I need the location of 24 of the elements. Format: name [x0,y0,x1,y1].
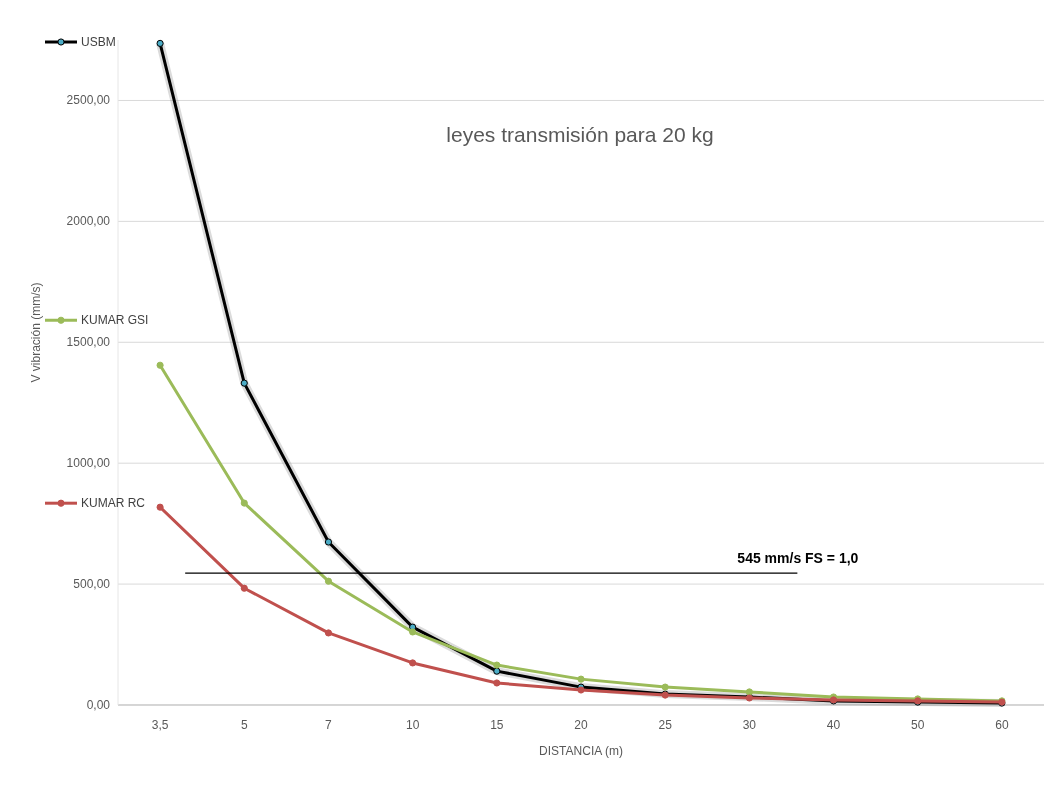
y-tick-label: 1500,00 [66,335,111,350]
x-tick-label: 50 [911,718,925,732]
x-axis-title: DISTANCIA (m) [539,744,623,758]
x-tick-label: 30 [742,718,757,732]
x-tick-label: 15 [490,718,504,732]
legend-label: KUMAR GSI [81,313,149,328]
text: leyes transmisión para 20 kg [446,123,714,146]
x-tick-label: 7 [325,718,333,732]
y-tick-label: 2500,00 [66,93,111,108]
legend-label: KUMAR RC [81,496,146,511]
x-tick-label: 40 [826,718,841,732]
x-tick-label: 20 [574,718,588,732]
y-tick-label: 0,00 [86,698,111,712]
y-tick-label: 500,00 [73,577,111,592]
x-tick-label: 3,5 [151,718,169,732]
legend-label: USBM [81,35,116,49]
x-tick-label: 25 [658,718,673,732]
x-tick-label: 60 [995,718,1009,732]
ref-line-label: 545 mm/s FS = 1,0 [737,550,859,567]
x-tick-label: 10 [405,718,420,732]
y-axis-title: V vibración (mm/s) [29,282,43,383]
x-tick-label: 5 [240,718,248,732]
y-tick-label: 1000,00 [66,456,111,471]
y-tick-label: 2000,00 [66,214,111,229]
